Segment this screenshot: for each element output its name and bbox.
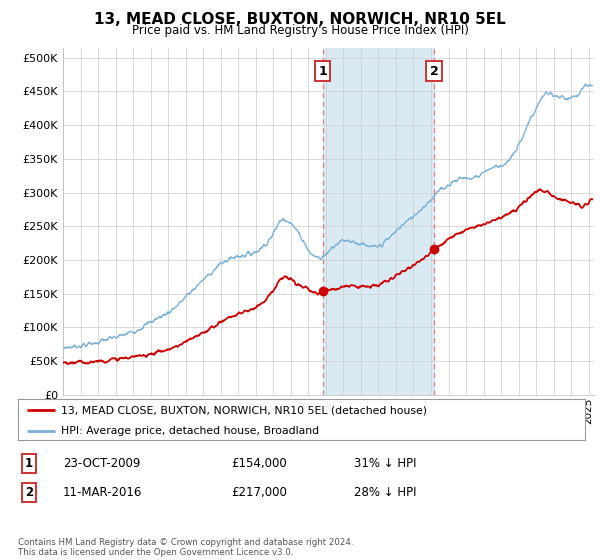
Text: 13, MEAD CLOSE, BUXTON, NORWICH, NR10 5EL: 13, MEAD CLOSE, BUXTON, NORWICH, NR10 5E… [94,12,506,27]
Text: Contains HM Land Registry data © Crown copyright and database right 2024.
This d: Contains HM Land Registry data © Crown c… [18,538,353,557]
Text: Price paid vs. HM Land Registry's House Price Index (HPI): Price paid vs. HM Land Registry's House … [131,24,469,36]
Text: HPI: Average price, detached house, Broadland: HPI: Average price, detached house, Broa… [61,426,319,436]
Text: 11-MAR-2016: 11-MAR-2016 [63,486,142,500]
Text: 1: 1 [25,456,33,470]
Text: 13, MEAD CLOSE, BUXTON, NORWICH, NR10 5EL (detached house): 13, MEAD CLOSE, BUXTON, NORWICH, NR10 5E… [61,405,427,415]
Text: 31% ↓ HPI: 31% ↓ HPI [354,456,416,470]
Text: 2: 2 [25,486,33,500]
Text: £217,000: £217,000 [231,486,287,500]
Text: 2: 2 [430,65,439,78]
Text: £154,000: £154,000 [231,456,287,470]
Text: 1: 1 [318,65,327,78]
Bar [323,48,434,395]
Text: 28% ↓ HPI: 28% ↓ HPI [354,486,416,500]
Text: 23-OCT-2009: 23-OCT-2009 [63,456,140,470]
